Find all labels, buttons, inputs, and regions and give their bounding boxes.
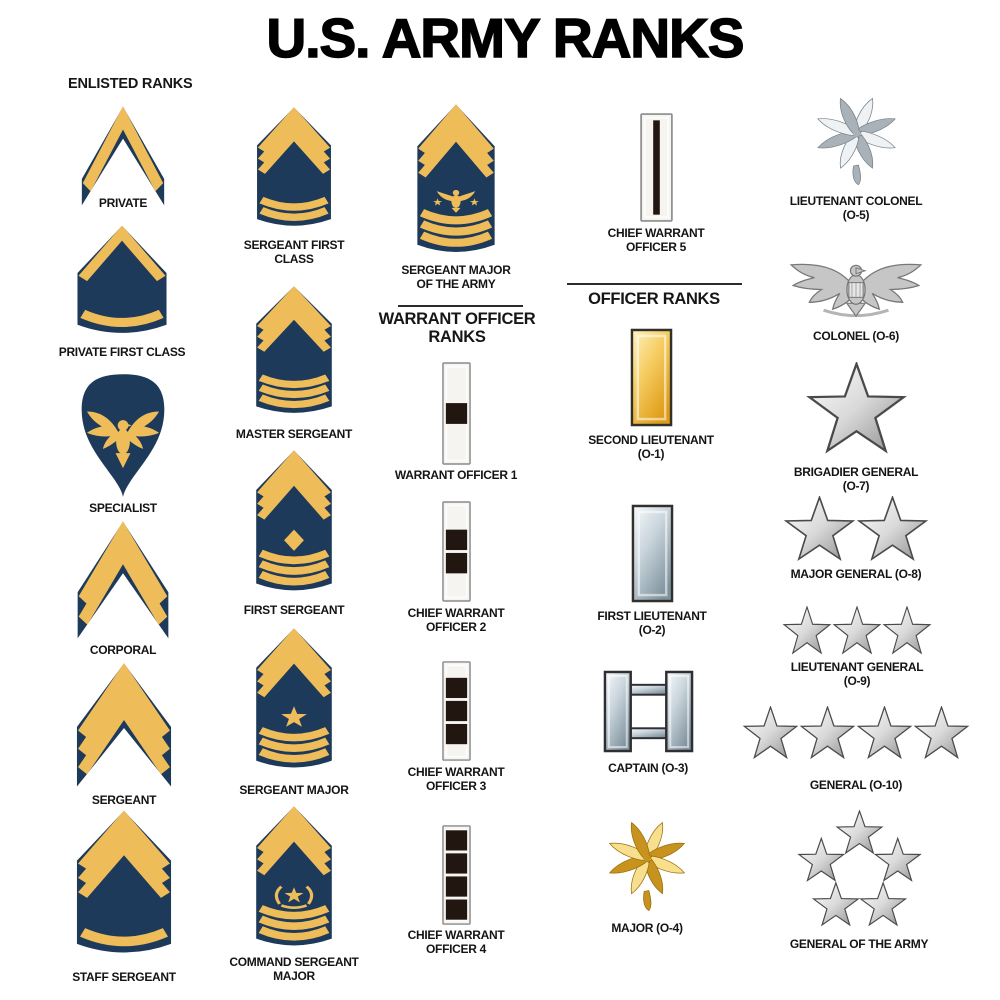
chief-warrant-officer-5-insignia bbox=[639, 113, 673, 222]
lieutenant-colonel-insignia bbox=[809, 93, 904, 189]
major-insignia bbox=[601, 817, 693, 915]
private-first-class-label: PRIVATE FIRST CLASS bbox=[58, 345, 186, 359]
warrant-officer-ranks-heading: WARRANT OFFICER RANKS bbox=[378, 310, 536, 346]
sergeant-first-class-insignia bbox=[250, 106, 338, 233]
major-general-insignia bbox=[783, 496, 929, 567]
enlisted-ranks-heading: ENLISTED RANKS bbox=[68, 76, 193, 92]
corporal-insignia bbox=[69, 519, 177, 641]
private-insignia bbox=[74, 104, 172, 208]
officer-ranks-heading: OFFICER RANKS bbox=[588, 290, 720, 308]
chief-warrant-officer-3-label: CHIEF WARRANT OFFICER 3 bbox=[407, 765, 505, 793]
corporal-label: CORPORAL bbox=[89, 643, 157, 657]
warrant-section-divider bbox=[398, 305, 523, 307]
chief-warrant-officer-5-label: CHIEF WARRANT OFFICER 5 bbox=[607, 226, 705, 254]
private-first-class-insignia bbox=[69, 224, 175, 342]
staff-sergeant-label: STAFF SERGEANT bbox=[72, 970, 176, 984]
specialist-insignia bbox=[70, 371, 176, 499]
general-of-the-army-label: GENERAL OF THE ARMY bbox=[789, 937, 929, 951]
brigadier-general-insignia bbox=[805, 362, 908, 462]
captain-insignia bbox=[602, 670, 695, 753]
lieutenant-general-label: LIEUTENANT GENERAL (O-9) bbox=[790, 660, 924, 688]
chief-warrant-officer-4-insignia bbox=[441, 825, 471, 925]
command-sergeant-major-insignia bbox=[249, 805, 339, 953]
warrant-officer-1-label: WARRANT OFFICER 1 bbox=[394, 468, 518, 482]
sergeant-major-label: SERGEANT MAJOR bbox=[239, 783, 349, 797]
sergeant-major-of-the-army-label: SERGEANT MAJOR OF THE ARMY bbox=[401, 263, 511, 291]
officer-section-divider bbox=[567, 283, 742, 285]
master-sergeant-insignia bbox=[249, 285, 339, 420]
general-insignia bbox=[742, 706, 970, 764]
lieutenant-general-insignia bbox=[782, 606, 932, 659]
specialist-label: SPECIALIST bbox=[89, 501, 157, 515]
first-lieutenant-insignia bbox=[631, 504, 674, 603]
page-title: U.S. ARMY RANKS bbox=[266, 6, 746, 70]
chief-warrant-officer-3-insignia bbox=[441, 661, 471, 761]
lieutenant-colonel-label: LIEUTENANT COLONEL (O-5) bbox=[789, 194, 923, 222]
colonel-insignia bbox=[785, 254, 927, 323]
sergeant-first-class-label: SERGEANT FIRST CLASS bbox=[243, 238, 345, 266]
first-sergeant-insignia bbox=[249, 449, 339, 598]
general-of-the-army-insignia bbox=[786, 810, 933, 936]
first-sergeant-label: FIRST SERGEANT bbox=[243, 603, 345, 617]
master-sergeant-label: MASTER SERGEANT bbox=[235, 427, 353, 441]
sergeant-major-insignia bbox=[249, 627, 339, 775]
warrant-officer-1-insignia bbox=[441, 362, 471, 465]
sergeant-major-of-the-army-insignia bbox=[410, 103, 502, 260]
colonel-label: COLONEL (O-6) bbox=[813, 329, 899, 343]
captain-label: CAPTAIN (O-3) bbox=[608, 761, 688, 775]
staff-sergeant-insignia bbox=[68, 809, 180, 962]
second-lieutenant-insignia bbox=[630, 328, 673, 427]
brigadier-general-label: BRIGADIER GENERAL (O-7) bbox=[793, 465, 919, 493]
sergeant-label: SERGEANT bbox=[91, 793, 157, 807]
second-lieutenant-label: SECOND LIEUTENANT (O-1) bbox=[588, 433, 714, 461]
chief-warrant-officer-4-label: CHIEF WARRANT OFFICER 4 bbox=[407, 928, 505, 956]
private-label: PRIVATE bbox=[98, 196, 148, 210]
general-label: GENERAL (O-10) bbox=[809, 778, 903, 792]
sergeant-insignia bbox=[68, 661, 180, 789]
command-sergeant-major-label: COMMAND SERGEANT MAJOR bbox=[229, 955, 359, 983]
first-lieutenant-label: FIRST LIEUTENANT (O-2) bbox=[597, 609, 707, 637]
chief-warrant-officer-2-label: CHIEF WARRANT OFFICER 2 bbox=[407, 606, 505, 634]
major-general-label: MAJOR GENERAL (O-8) bbox=[790, 567, 922, 581]
chief-warrant-officer-2-insignia bbox=[441, 501, 471, 602]
major-label: MAJOR (O-4) bbox=[611, 921, 683, 935]
